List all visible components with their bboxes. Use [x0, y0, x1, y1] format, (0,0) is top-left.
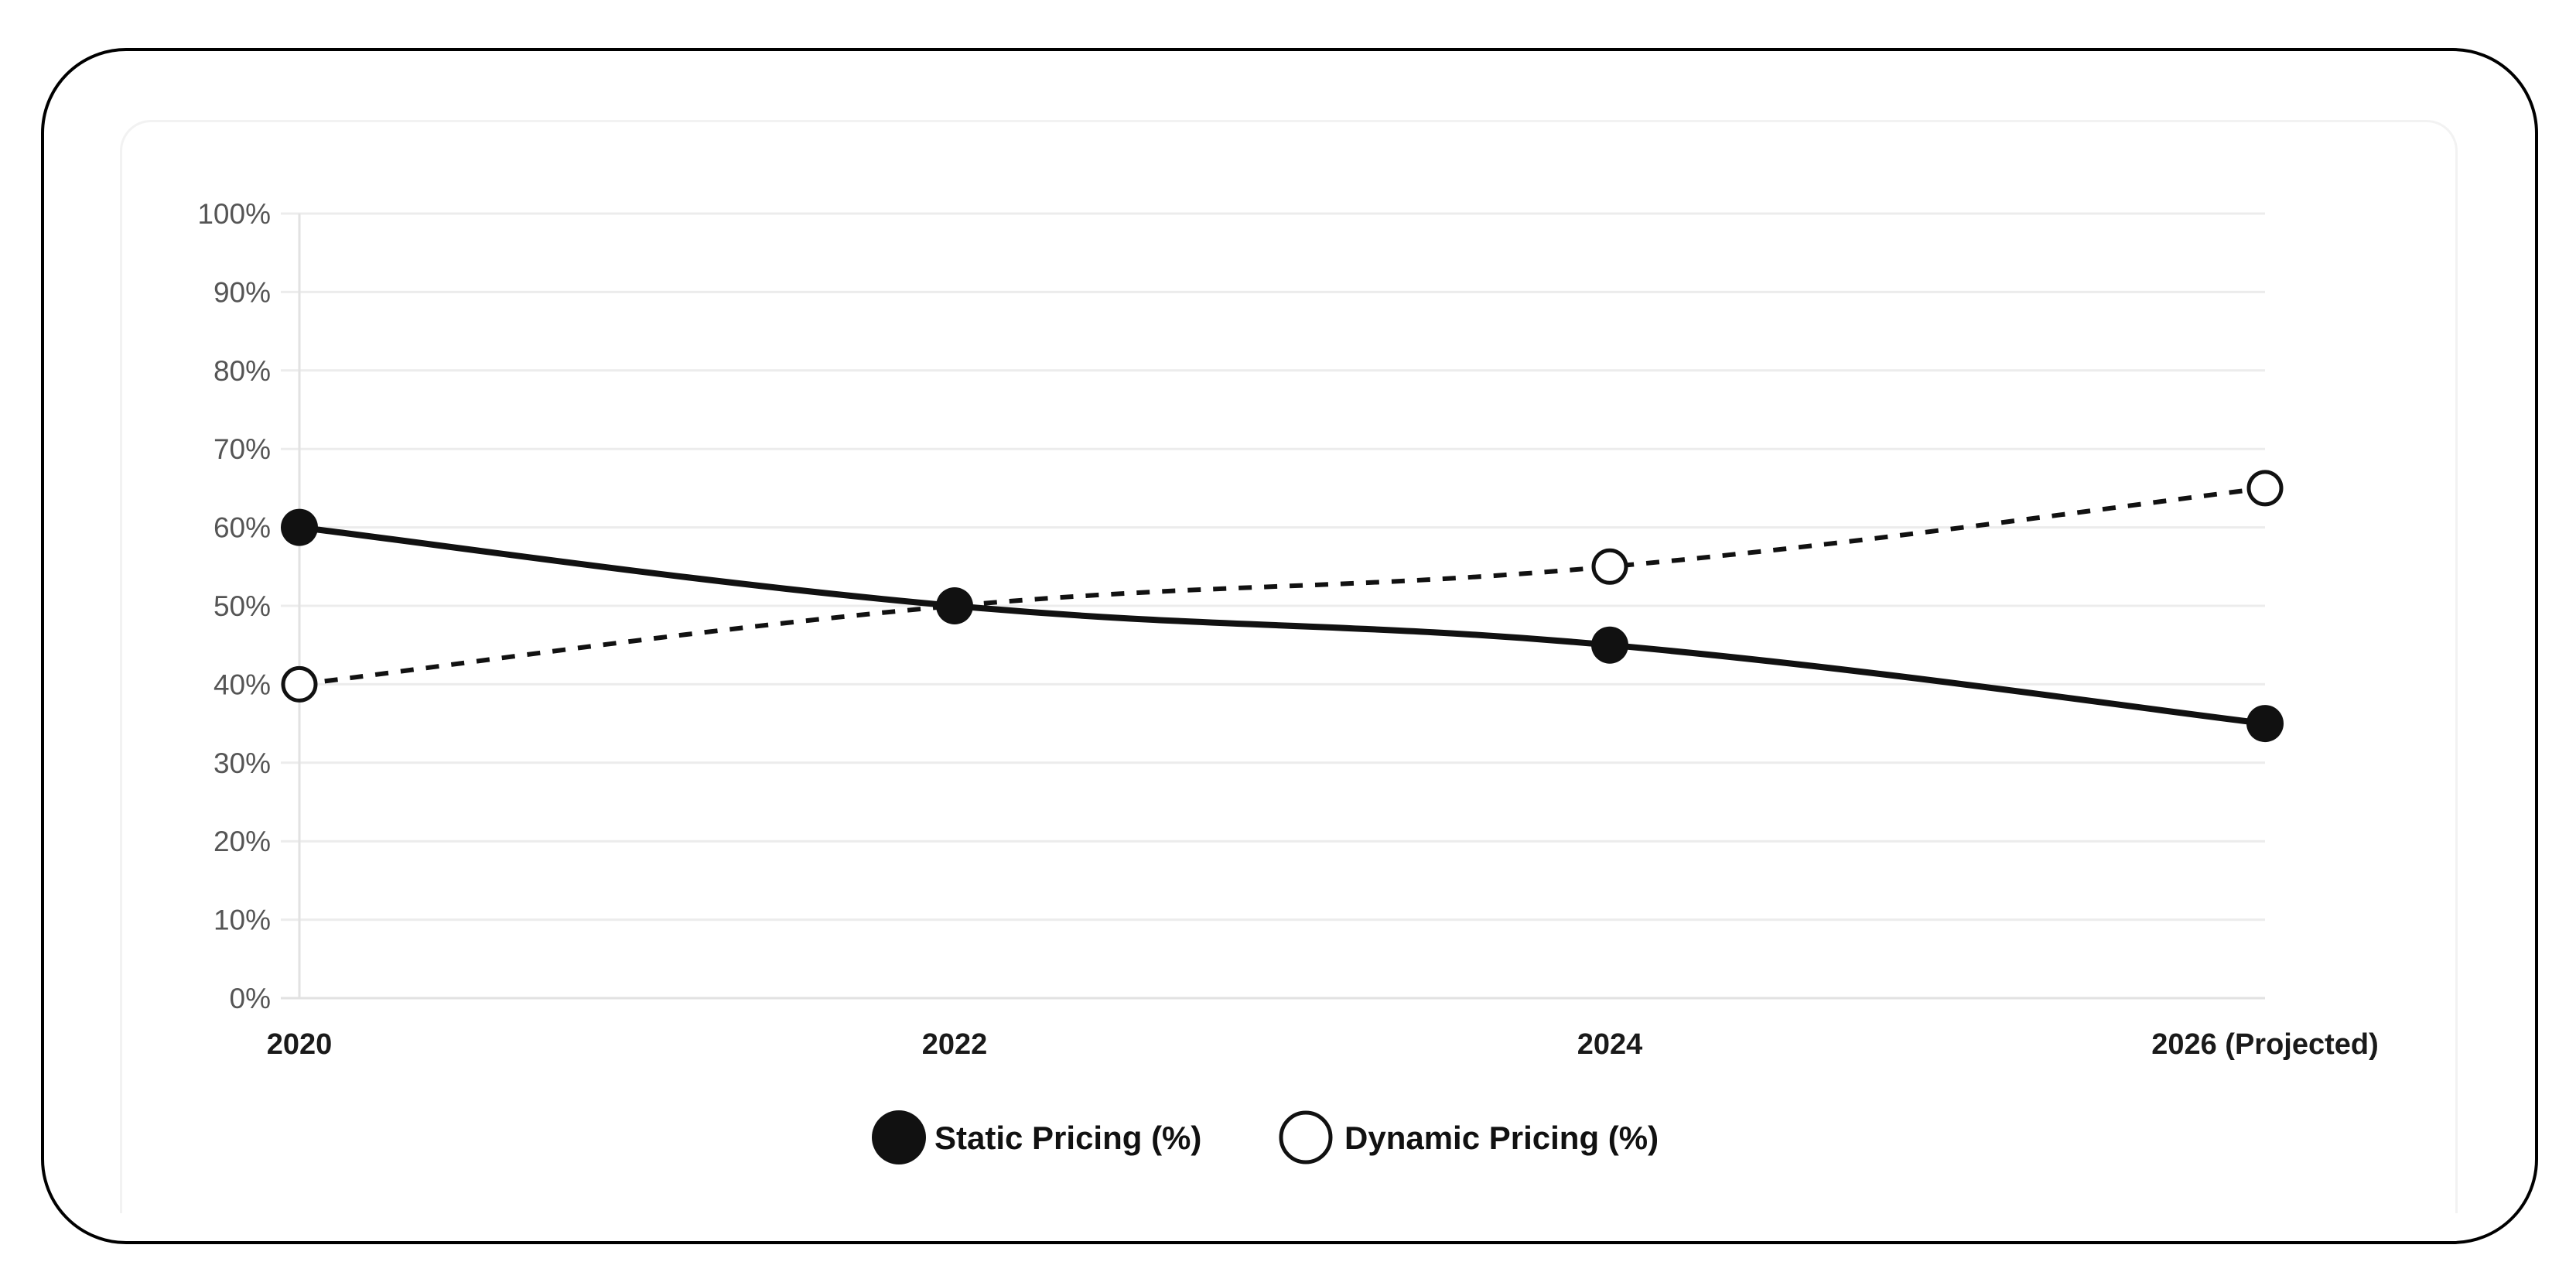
filled-circle-marker-icon — [2246, 705, 2284, 743]
hollow-circle-marker-icon — [281, 665, 318, 703]
y-tick-label: 70% — [214, 433, 271, 465]
y-tick-label: 90% — [214, 276, 271, 308]
y-tick-label: 0% — [230, 983, 271, 1014]
chart-card — [120, 120, 2458, 1213]
static-pricing-line — [299, 524, 2266, 727]
y-tick-label: 10% — [214, 905, 271, 936]
legend-label-dynamic: Dynamic Pricing (%) — [1344, 1120, 1659, 1156]
series-dynamic-pricing — [281, 470, 2284, 703]
x-tick-label: 2026 (Projected) — [2151, 1028, 2379, 1061]
gridlines — [281, 212, 2265, 1000]
x-tick-label: 2020 — [267, 1028, 333, 1061]
x-axis-tick-labels: 2020 2022 2024 2026 (Projected) — [267, 1028, 2379, 1061]
y-tick-label: 40% — [214, 669, 271, 700]
legend-item-dynamic[interactable]: Dynamic Pricing (%) — [1279, 1110, 1659, 1164]
dynamic-pricing-line — [299, 485, 2266, 687]
y-axis-tick-labels: 0% 10% 20% 30% 40% 50% 60% 70% 80% 90% 100% — [197, 198, 271, 1014]
hollow-circle-icon — [1279, 1110, 1333, 1164]
y-tick-label: 20% — [214, 826, 271, 857]
y-tick-label: 100% — [197, 198, 271, 230]
y-tick-label: 50% — [214, 590, 271, 622]
x-tick-label: 2022 — [922, 1028, 988, 1061]
series-lines — [281, 470, 2284, 743]
filled-circle-marker-icon — [1591, 626, 1628, 664]
legend-label-static: Static Pricing (%) — [934, 1120, 1201, 1156]
y-tick-label: 80% — [214, 355, 271, 387]
y-tick-label: 60% — [214, 512, 271, 544]
hollow-circle-marker-icon — [1591, 548, 1628, 585]
x-tick-label: 2024 — [1577, 1028, 1643, 1061]
legend-item-static[interactable]: Static Pricing (%) — [872, 1110, 1201, 1164]
filled-circle-icon — [872, 1110, 926, 1164]
y-tick-label: 30% — [214, 747, 271, 779]
legend: Static Pricing (%) Dynamic Pricing (%) — [872, 1110, 1659, 1164]
series-static-pricing — [281, 508, 2284, 743]
filled-circle-marker-icon — [936, 587, 973, 624]
hollow-circle-marker-icon — [2246, 470, 2284, 507]
filled-circle-marker-icon — [281, 508, 318, 546]
